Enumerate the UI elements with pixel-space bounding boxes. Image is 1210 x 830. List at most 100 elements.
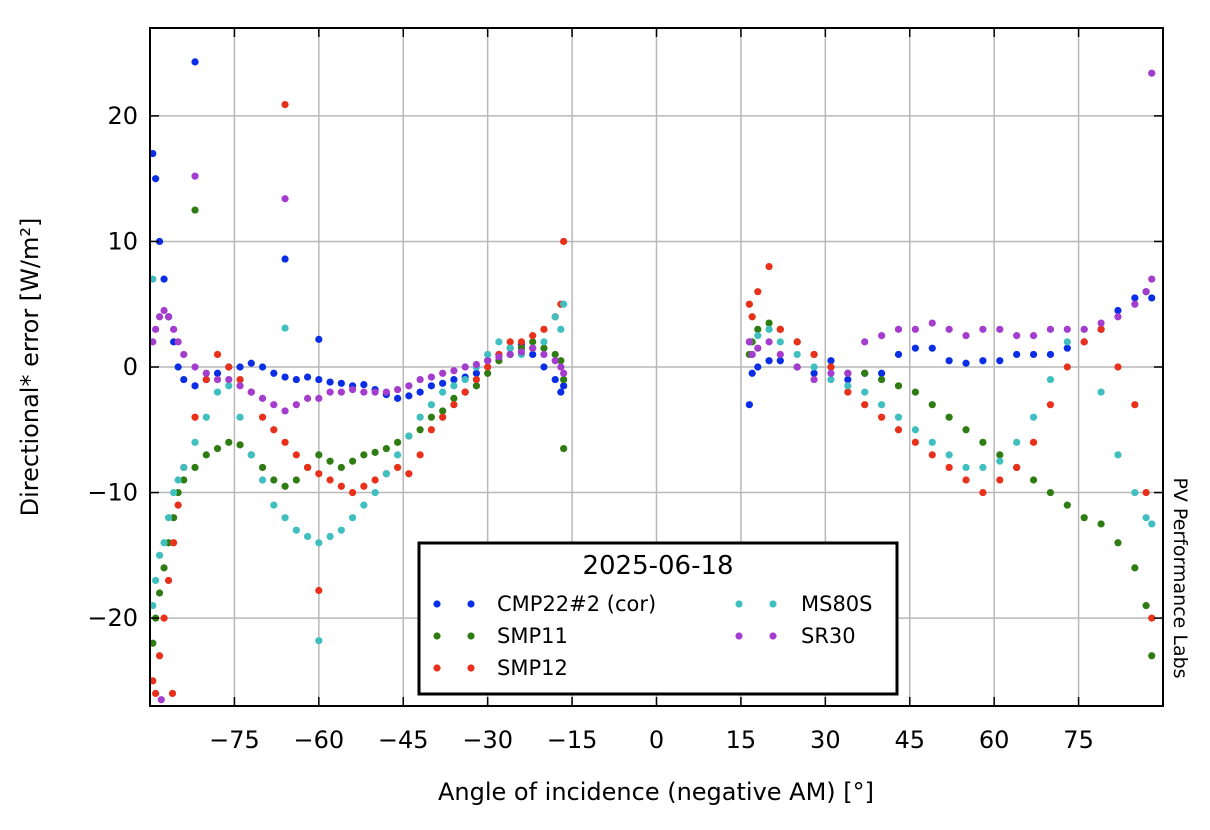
- data-point: [416, 413, 424, 421]
- data-point: [170, 325, 178, 333]
- data-point: [394, 438, 402, 446]
- data-point: [1131, 488, 1139, 497]
- data-point: [382, 388, 390, 396]
- data-point: [292, 375, 300, 384]
- data-point: [155, 313, 164, 321]
- data-point: [1046, 401, 1055, 409]
- data-point: [152, 576, 160, 585]
- data-point: [349, 457, 357, 465]
- data-point: [495, 353, 503, 361]
- data-point: [405, 392, 413, 400]
- data-point: [427, 373, 435, 381]
- data-point: [149, 275, 157, 283]
- data-point: [540, 338, 548, 346]
- data-point: [149, 338, 157, 346]
- data-point: [1029, 438, 1038, 446]
- data-point: [247, 451, 255, 459]
- data-point: [1114, 306, 1122, 315]
- data-point: [349, 386, 357, 394]
- data-point: [560, 237, 568, 246]
- data-point: [439, 369, 447, 377]
- data-point: [281, 373, 289, 381]
- data-point: [439, 388, 447, 396]
- data-point: [560, 382, 568, 390]
- data-point: [213, 445, 222, 453]
- data-point: [450, 375, 458, 384]
- data-point: [360, 388, 368, 396]
- data-point: [281, 482, 289, 490]
- data-point: [1114, 313, 1122, 321]
- y-tick-label: −20: [87, 604, 138, 632]
- data-point: [191, 363, 199, 371]
- legend-label: CMP22#2 (cor): [497, 592, 656, 616]
- data-point: [337, 482, 345, 490]
- data-point: [315, 451, 323, 459]
- data-point: [745, 300, 753, 308]
- data-point: [461, 375, 469, 384]
- data-point: [174, 501, 182, 509]
- data-point: [405, 382, 413, 390]
- data-point: [180, 476, 188, 484]
- data-point: [168, 689, 177, 698]
- data-point: [754, 363, 762, 371]
- data-point: [1142, 288, 1150, 296]
- data-point: [979, 463, 987, 472]
- data-point: [776, 338, 784, 346]
- data-point: [962, 426, 970, 434]
- data-point: [213, 350, 222, 359]
- legend-marker: [769, 632, 777, 640]
- legend-label: SR30: [801, 624, 856, 648]
- data-point: [506, 350, 514, 359]
- data-point: [191, 463, 199, 472]
- data-point: [191, 172, 199, 180]
- data-point: [996, 451, 1004, 459]
- data-point: [202, 369, 210, 377]
- grid: [150, 28, 1163, 706]
- data-point: [337, 526, 345, 534]
- data-point: [174, 363, 182, 371]
- data-point: [225, 375, 233, 384]
- data-point: [281, 514, 289, 522]
- data-point: [281, 324, 289, 332]
- data-point: [754, 325, 762, 333]
- data-point: [765, 338, 773, 346]
- legend-marker: [735, 600, 743, 608]
- data-point: [326, 476, 334, 484]
- data-point: [517, 338, 526, 346]
- legend-marker: [735, 632, 743, 640]
- data-point: [962, 332, 970, 340]
- data-point: [1029, 332, 1038, 340]
- data-point: [225, 363, 233, 371]
- data-point: [945, 357, 953, 365]
- x-tick-label: 75: [1063, 726, 1094, 754]
- series-smp12: [149, 100, 1156, 698]
- data-point: [1131, 564, 1139, 572]
- x-tick-label: −15: [547, 726, 598, 754]
- data-point: [495, 338, 503, 346]
- data-point: [506, 344, 514, 352]
- data-point: [427, 382, 435, 390]
- data-point: [315, 637, 323, 645]
- data-point: [962, 463, 970, 472]
- series-ms80s: [149, 275, 1156, 645]
- data-point: [450, 367, 458, 375]
- data-point: [1142, 601, 1150, 610]
- data-point: [529, 350, 537, 359]
- data-point: [551, 350, 559, 359]
- data-point: [1148, 614, 1156, 622]
- data-point: [326, 378, 334, 386]
- x-tick-label: −45: [378, 726, 429, 754]
- data-point: [472, 360, 481, 369]
- legend-label: SMP11: [497, 624, 568, 648]
- data-point: [979, 325, 987, 333]
- data-point: [450, 382, 458, 390]
- data-point: [529, 344, 537, 352]
- data-point: [394, 394, 402, 402]
- data-point: [1131, 300, 1139, 308]
- data-point: [461, 388, 469, 396]
- data-point: [1114, 451, 1122, 459]
- data-point: [170, 539, 178, 547]
- data-point: [551, 357, 559, 365]
- data-point: [776, 325, 784, 333]
- data-point: [506, 338, 514, 346]
